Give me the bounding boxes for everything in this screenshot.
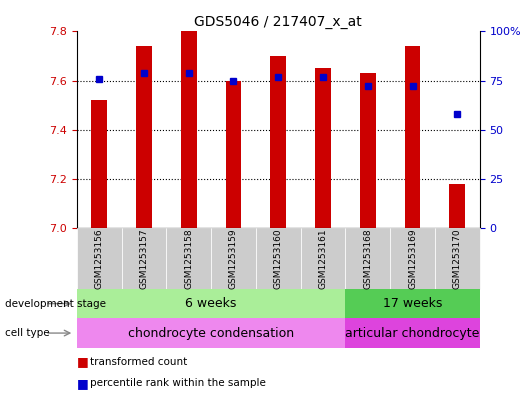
Text: transformed count: transformed count [90, 356, 187, 367]
Text: GSM1253159: GSM1253159 [229, 228, 238, 289]
Bar [360, 73, 376, 228]
Bar [136, 46, 152, 228]
Bar [226, 81, 241, 228]
Bar [315, 68, 331, 228]
Bar [270, 56, 286, 228]
Text: GSM1253158: GSM1253158 [184, 228, 193, 289]
Text: GSM1253169: GSM1253169 [408, 228, 417, 289]
Title: GDS5046 / 217407_x_at: GDS5046 / 217407_x_at [195, 15, 362, 29]
Text: GSM1253157: GSM1253157 [139, 228, 148, 289]
Bar [181, 31, 197, 228]
Text: GSM1253168: GSM1253168 [363, 228, 372, 289]
Text: GSM1253160: GSM1253160 [274, 228, 282, 289]
Text: ■: ■ [77, 355, 89, 368]
Text: ■: ■ [77, 376, 89, 390]
Bar [405, 46, 420, 228]
Text: 17 weeks: 17 weeks [383, 297, 442, 310]
Text: chondrocyte condensation: chondrocyte condensation [128, 327, 294, 340]
Bar [91, 100, 107, 228]
Text: cell type: cell type [5, 328, 50, 338]
Text: 6 weeks: 6 weeks [186, 297, 237, 310]
Text: percentile rank within the sample: percentile rank within the sample [90, 378, 266, 388]
Text: development stage: development stage [5, 299, 107, 309]
Text: GSM1253161: GSM1253161 [319, 228, 328, 289]
Text: GSM1253170: GSM1253170 [453, 228, 462, 289]
Bar [449, 184, 465, 228]
Text: articular chondrocyte: articular chondrocyte [346, 327, 480, 340]
Text: GSM1253156: GSM1253156 [95, 228, 104, 289]
